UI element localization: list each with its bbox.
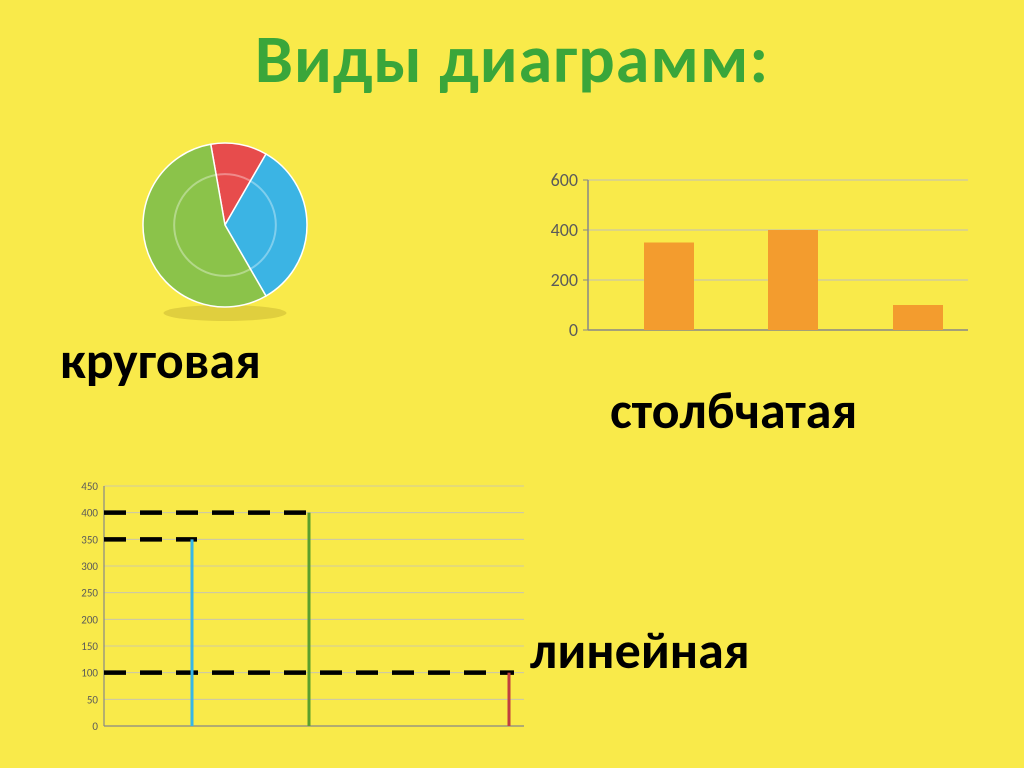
- svg-text:300: 300: [81, 560, 98, 573]
- svg-text:200: 200: [81, 613, 98, 626]
- svg-text:50: 50: [87, 693, 99, 706]
- svg-text:200: 200: [551, 269, 578, 291]
- svg-text:150: 150: [81, 640, 98, 653]
- svg-text:100: 100: [81, 667, 98, 680]
- svg-text:600: 600: [551, 170, 578, 191]
- svg-text:400: 400: [81, 507, 98, 520]
- bar-label: столбчатая: [610, 378, 857, 442]
- pie-label: круговая: [60, 328, 261, 392]
- pie-chart: [130, 130, 320, 330]
- svg-text:400: 400: [551, 219, 578, 241]
- svg-text:250: 250: [81, 587, 98, 600]
- page-title: Виды диаграмм:: [0, 0, 1024, 101]
- svg-text:450: 450: [81, 480, 98, 493]
- svg-text:0: 0: [569, 319, 578, 341]
- line-chart: 0 50 100 150 200 250 300 350 400 450: [70, 480, 530, 740]
- bar-chart: 0 200 400 600: [540, 170, 970, 350]
- line-label: линейная: [530, 618, 750, 682]
- svg-text:0: 0: [92, 720, 98, 733]
- svg-text:350: 350: [81, 533, 98, 546]
